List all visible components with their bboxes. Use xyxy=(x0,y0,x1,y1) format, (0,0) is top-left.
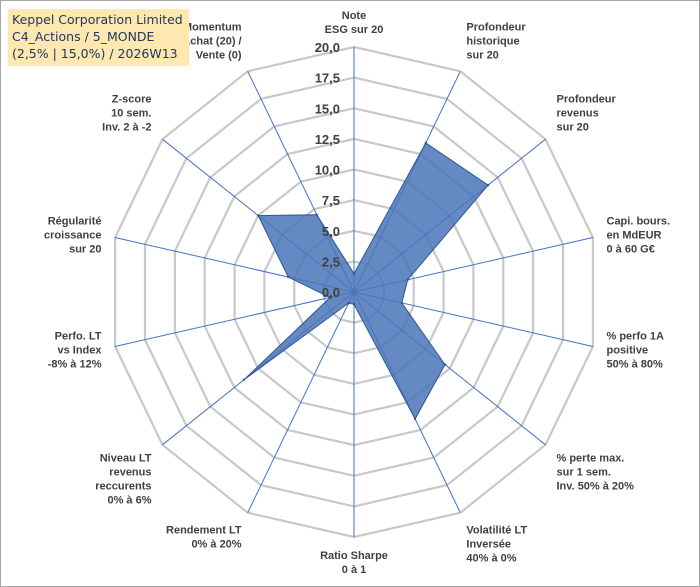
axis-label-9: Niveau LT revenus reccurents 0% à 6% xyxy=(95,453,152,507)
data-point-12 xyxy=(257,214,260,217)
axis-label-4-line-1: positive xyxy=(607,345,649,357)
axis-label-5-line-0: % perte max. xyxy=(557,453,625,465)
axis-label-6-line-1: Inversée xyxy=(466,538,511,550)
axis-label-1: Profondeur historique sur 20 xyxy=(466,22,526,62)
tick-label-2: 5,0 xyxy=(322,224,340,239)
axis-label-6-line-0: Volatilité LT xyxy=(466,524,527,536)
axis-label-2-line-1: revenus xyxy=(557,108,599,120)
axis-label-13-line-2: Vente (0) xyxy=(196,50,242,62)
tick-label-6: 15,0 xyxy=(315,101,340,116)
axis-label-9-line-2: reccurents xyxy=(95,481,151,493)
axis-label-0-line-0: Note xyxy=(342,10,366,22)
axis-label-9-line-1: revenus xyxy=(109,467,151,479)
axis-label-13-line-1: Achat (20) / xyxy=(182,36,241,48)
axis-label-3: Capi. bours. en MdEUR 0 à 60 G€ xyxy=(607,215,671,255)
axis-label-2: Profondeur revenus sur 20 xyxy=(557,94,617,134)
axis-label-6-line-2: 40% à 0% xyxy=(466,552,516,564)
axis-label-13: Momentum Achat (20) / Vente (0) xyxy=(182,22,242,62)
tick-label-1: 2,5 xyxy=(322,254,340,269)
axis-label-1-line-1: historique xyxy=(466,36,519,48)
axis-label-0: Note ESG sur 20 xyxy=(325,10,384,36)
data-point-9 xyxy=(242,378,246,381)
axis-label-5-line-2: Inv. 50% à 20% xyxy=(557,481,635,493)
data-point-0 xyxy=(352,272,356,275)
axis-label-11-line-2: sur 20 xyxy=(69,243,101,255)
axis-label-2-line-0: Profondeur xyxy=(557,94,617,106)
axis-label-10-line-1: vs Index xyxy=(57,345,102,357)
axis-label-7-line-0: Ratio Sharpe xyxy=(320,550,388,562)
tick-label-3: 7,5 xyxy=(322,193,340,208)
chart-title-box: Keppel Corporation Limited C4_Actions / … xyxy=(8,9,189,66)
axis-label-4: % perfo 1A positive 50% à 80% xyxy=(607,331,665,371)
axis-label-0-line-1: ESG sur 20 xyxy=(325,24,384,36)
data-point-1 xyxy=(424,141,427,145)
chart-title-line-3: (2,5% | 15,0%) / 2026W13 xyxy=(12,46,178,61)
axis-spoke-10 xyxy=(114,291,355,347)
axis-label-11-line-1: croissance xyxy=(44,229,101,241)
axis-label-1-line-0: Profondeur xyxy=(466,22,526,34)
tick-label-5: 12,5 xyxy=(315,132,340,147)
data-series-area xyxy=(243,142,489,420)
axis-label-8-line-0: Rendement LT xyxy=(166,524,242,536)
data-point-2 xyxy=(486,183,490,187)
tick-label-0: 0,0 xyxy=(322,285,340,300)
axis-label-11: Régularité croissance sur 20 xyxy=(44,215,101,255)
data-point-10 xyxy=(328,296,332,299)
axis-label-12: Z-score 10 sem. Inv. 2 à -2 xyxy=(102,94,151,134)
axis-label-12-line-0: Z-score xyxy=(112,94,152,106)
tick-label-4: 10,0 xyxy=(315,163,340,178)
tick-label-8: 20,0 xyxy=(315,40,340,55)
data-point-11 xyxy=(287,275,290,279)
axis-label-6: Volatilité LT Inversée 40% à 0% xyxy=(466,524,527,564)
axis-label-4-line-0: % perfo 1A xyxy=(607,331,665,343)
axis-label-12-line-2: Inv. 2 à -2 xyxy=(102,122,151,134)
data-point-7 xyxy=(352,303,356,306)
chart-title-line-2: C4_Actions / 5_MONDE xyxy=(12,29,155,44)
axis-label-7-line-1: 0 à 1 xyxy=(342,564,366,576)
axis-spoke-8 xyxy=(247,291,355,513)
data-point-4 xyxy=(400,301,403,305)
data-point-3 xyxy=(406,278,409,281)
data-point-6 xyxy=(413,417,417,421)
data-point-13 xyxy=(315,213,318,216)
axis-label-8-line-1: 0% à 20% xyxy=(191,538,241,550)
axis-label-2-line-2: sur 20 xyxy=(557,122,589,134)
chart-title-line-1: Keppel Corporation Limited xyxy=(12,12,183,27)
axis-label-9-line-0: Niveau LT xyxy=(100,453,152,465)
axis-label-10-line-2: -8% à 12% xyxy=(48,359,102,371)
data-point-8 xyxy=(347,301,350,305)
axis-label-8: Rendement LT 0% à 20% xyxy=(166,524,242,550)
axis-label-10-line-0: Perfo. LT xyxy=(55,331,102,343)
axis-label-9-line-3: 0% à 6% xyxy=(107,495,151,507)
axis-label-3-line-2: 0 à 60 G€ xyxy=(607,243,655,255)
axis-label-5: % perte max. sur 1 sem. Inv. 50% à 20% xyxy=(557,453,635,493)
axis-label-10: Perfo. LT vs Index -8% à 12% xyxy=(48,331,103,371)
data-point-5 xyxy=(443,363,447,366)
axis-label-12-line-1: 10 sem. xyxy=(111,108,151,120)
axis-label-4-line-2: 50% à 80% xyxy=(607,359,663,371)
axis-label-1-line-2: sur 20 xyxy=(466,50,498,62)
tick-label-7: 17,5 xyxy=(315,71,340,86)
axis-label-7: Ratio Sharpe 0 à 1 xyxy=(320,550,388,576)
axis-label-3-line-1: en MdEUR xyxy=(607,229,662,241)
axis-label-11-line-0: Régularité xyxy=(48,215,102,227)
axis-label-3-line-0: Capi. bours. xyxy=(607,215,671,227)
axis-label-5-line-1: sur 1 sem. xyxy=(557,467,611,479)
axis-label-13-line-0: Momentum xyxy=(183,22,242,34)
